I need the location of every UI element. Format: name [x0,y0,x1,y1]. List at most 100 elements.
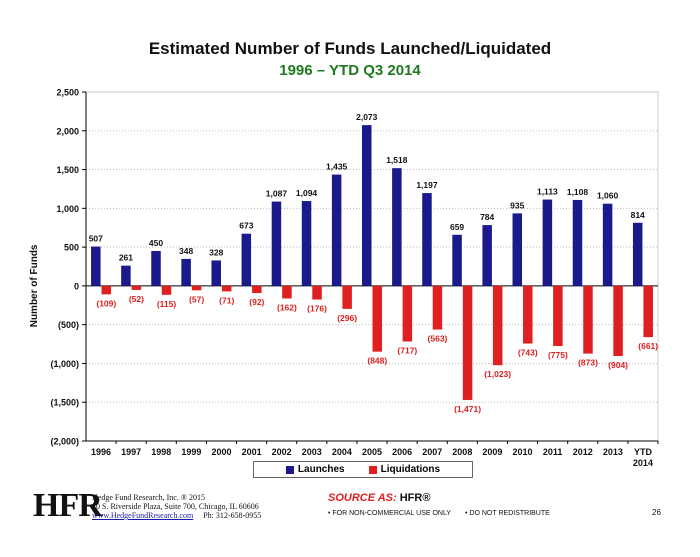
liquidation-bar [523,285,533,344]
liquidation-data-label: (563) [428,334,448,344]
liquidation-bar [342,285,352,309]
launch-data-label: 1,113 [537,187,558,197]
liquidation-data-label: (57) [189,294,204,304]
liquidation-data-label: (717) [397,345,417,355]
launch-data-label: 1,087 [266,189,288,199]
launch-bar [572,199,583,286]
x-tick-label: 2005 [362,447,382,457]
launch-data-label: 935 [510,200,524,210]
liquidation-bar [643,285,653,338]
source-value: HFR® [399,492,431,504]
liquidation-data-label: (904) [608,360,628,370]
launch-bar [121,265,131,286]
x-tick-label: 2006 [392,447,412,457]
launch-data-label: 261 [119,253,133,263]
liquidation-data-label: (775) [548,350,568,360]
chart-subtitle: 1996 – YTD Q3 2014 [279,62,421,79]
x-tick-label: 2002 [272,447,292,457]
liquidation-bar [372,285,382,352]
y-tick-label: 500 [64,243,79,253]
y-tick-label: (2,000) [50,437,79,447]
launch-bar [211,260,221,286]
bar-chart: (2,000) (1,500) (1,000) (500) 0 500 1,000 1,500… [29,88,659,468]
liquidation-data-label: (661) [638,341,658,351]
launch-data-label: 784 [480,212,494,222]
liquidation-bar [613,285,623,356]
launch-data-label: 1,435 [326,162,348,172]
y-axis-label: Number of Funds [29,244,40,327]
liquidation-bar [131,285,142,290]
company-name: Hedge Fund Research, Inc. ® 2015 [92,493,205,502]
liquidation-data-label: (296) [337,313,357,323]
x-tick-label: 1996 [91,447,111,457]
liquidation-bar [101,285,112,295]
x-tick-label: 2007 [422,447,442,457]
liquidation-bar [312,285,322,300]
liquidation-bar [282,285,292,299]
launch-data-label: 1,108 [567,187,589,197]
launch-bar [271,201,282,286]
source-attribution: SOURCE AS: HFR® [328,492,430,504]
liquidation-data-label: (176) [307,304,327,314]
chart-legend: Launches Liquidations [253,461,473,478]
y-tick-label: (1,000) [50,359,79,369]
liquidation-data-label: (873) [578,358,598,368]
liquidation-bar [583,285,593,354]
launch-bar [181,258,191,286]
launch-bar [301,201,312,286]
y-tick-label: 2,500 [56,88,79,98]
x-tick-label: 2013 [603,447,623,457]
company-info: Hedge Fund Research, Inc. ® 2015 10 S. R… [92,493,261,520]
liquidation-bar [221,285,232,292]
launch-bar [392,168,402,286]
launch-bar [331,174,342,286]
launch-data-label: 814 [631,210,645,220]
liquidation-data-label: (743) [518,348,538,358]
launch-bar [482,225,492,286]
x-tick-label: 2011 [543,447,563,457]
launch-bar [512,213,523,286]
launch-data-label: 1,060 [597,191,619,201]
legend-item-liquidations: Liquidations [368,464,440,475]
company-url-link[interactable]: www.HedgeFundResearch.com [92,511,194,520]
liquidation-bar [553,285,563,346]
liquidation-data-label: (115) [157,299,177,309]
liquidation-data-label: (848) [367,356,387,366]
y-tick-label: (500) [58,320,79,330]
launch-data-label: 348 [179,246,193,256]
x-tick-label: YTD 2014 [633,447,653,468]
page-number: 26 [652,508,661,517]
legend-label-launches: Launches [297,464,345,475]
legend-swatch-liquidations [368,465,377,474]
liquidation-bar [402,285,413,342]
liquidation-bar [432,285,443,330]
hfr-logo: HFR [33,487,103,524]
launch-data-label: 1,197 [416,180,438,190]
launch-data-label: 659 [450,222,464,232]
x-tick-label: 2001 [242,447,262,457]
liquidation-data-label: (109) [96,298,116,308]
launch-bar [602,203,613,286]
liquidation-data-label: (1,023) [484,369,511,379]
x-tick-label: 2008 [452,447,472,457]
y-tick-label: (1,500) [50,398,79,408]
launch-bar [542,199,553,286]
launch-data-label: 507 [89,234,103,244]
launch-data-label: 1,094 [296,188,318,198]
source-label: SOURCE AS: [328,492,397,504]
x-tick-label: 2003 [302,447,322,457]
launch-data-label: 2,073 [356,112,378,122]
company-phone: Ph: 312-658-0955 [203,511,262,520]
launch-data-label: 1,518 [386,155,408,165]
x-tick-label: 2012 [573,447,593,457]
y-tick-label: 1,500 [56,165,79,175]
launch-data-label: 673 [239,221,253,231]
launch-bar [91,246,101,286]
launch-data-label: 328 [209,247,223,257]
liquidation-bar [462,285,473,400]
liquidation-bar [191,285,202,291]
note-no-redistribute: • DO NOT REDISTRIBUTE [465,510,550,517]
launch-bar [452,234,462,286]
launch-bar [241,233,252,286]
launch-data-label: 450 [149,238,163,248]
